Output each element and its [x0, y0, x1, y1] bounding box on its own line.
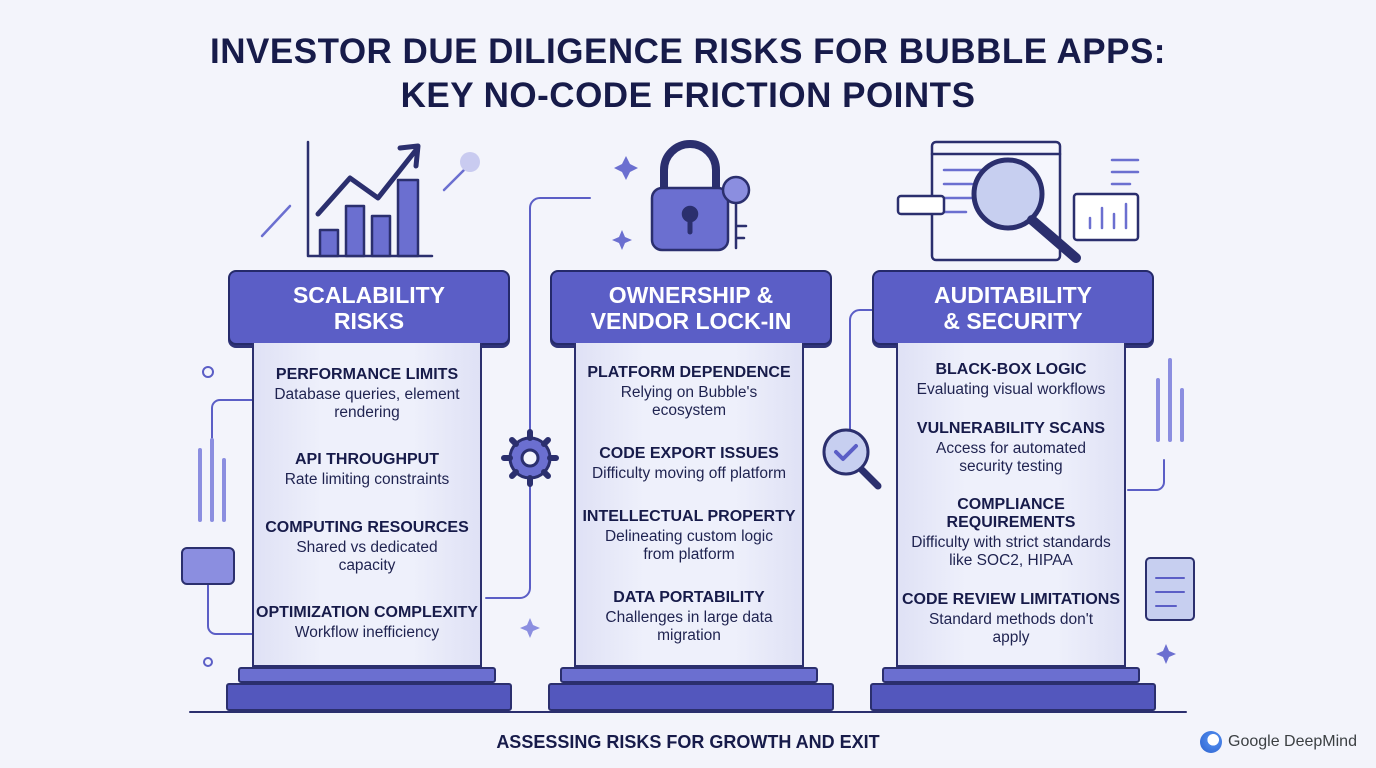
risk-description: Difficulty moving off platform	[591, 464, 787, 482]
risk-description: Workflow inefficiency	[294, 624, 440, 642]
heading-line: & SECURITY	[943, 307, 1083, 334]
risk-description: Evaluating visual workflows	[916, 381, 1106, 399]
risk-item: BLACK-BOX LOGIC Evaluating visual workflo…	[898, 361, 1124, 399]
gear-icon	[501, 429, 559, 487]
pillar-heading: AUDITABILITY & SECURITY	[872, 270, 1154, 345]
risk-description: Standard methods don't apply	[928, 610, 1094, 646]
pillar-plinth	[226, 683, 512, 711]
risk-item: API THROUGHPUT Rate limiting constraints	[254, 451, 480, 489]
risk-title: COMPLIANCE REQUIREMENTS	[946, 496, 1076, 532]
risk-item: INTELLECTUAL PROPERTY Delineating custom …	[576, 508, 802, 564]
risk-description: Database queries, element rendering	[274, 385, 460, 421]
brand-logo	[1200, 731, 1222, 753]
pillar: SCALABILITY RISKS PERFORMANCE LIMITS Databa…	[226, 270, 512, 712]
risk-title: BLACK-BOX LOGIC	[935, 361, 1087, 379]
risk-title: COMPUTING RESOURCES	[265, 518, 469, 536]
risk-description: Relying on Bubble's ecosystem	[620, 383, 758, 419]
risk-item: VULNERABILITY SCANS Access for automated …	[898, 420, 1124, 476]
risk-description: Access for automated security testing	[936, 439, 1086, 475]
risk-item: DATA PORTABILITY Challenges in large data…	[576, 589, 802, 645]
risk-item: PLATFORM DEPENDENCE Relying on Bubble's e…	[576, 364, 802, 420]
pillar-heading: OWNERSHIP & VENDOR LOCK-IN	[550, 270, 832, 345]
risk-description: Delineating custom logic from platform	[604, 527, 773, 563]
heading-line: RISKS	[333, 307, 405, 334]
pillar: OWNERSHIP & VENDOR LOCK-IN PLATFORM DEPEND…	[548, 270, 834, 712]
risk-item: PERFORMANCE LIMITS Database queries, elem…	[254, 366, 480, 422]
risk-item: COMPUTING RESOURCES Shared vs dedicated c…	[254, 519, 480, 575]
title: INVESTOR DUE DILIGENCE RISKS FOR BUBBLE …	[0, 30, 1376, 118]
pillar: AUDITABILITY & SECURITY BLACK-BOX LOGIC Eva…	[870, 270, 1156, 712]
risk-description: Difficulty with strict standards like SO…	[911, 534, 1111, 570]
risk-item: CODE REVIEW LIMITATIONS Standard methods …	[898, 591, 1124, 647]
check-magnifier-icon	[822, 428, 882, 490]
risk-item: OPTIMIZATION COMPLEXITY Workflow ineffici…	[254, 604, 480, 642]
pillar-base	[882, 667, 1140, 683]
risk-title: CODE REVIEW LIMITATIONS	[901, 590, 1121, 608]
pillar-plinth	[870, 683, 1156, 711]
audit-icon	[896, 140, 1140, 263]
heading-line: VENDOR LOCK-IN	[590, 307, 792, 334]
pillar-base	[238, 667, 496, 683]
pillar-body: BLACK-BOX LOGIC Evaluating visual workflo…	[896, 343, 1126, 667]
risk-title: OPTIMIZATION COMPLEXITY	[256, 604, 478, 622]
heading-line: AUDITABILITY	[933, 281, 1092, 308]
risk-description: Rate limiting constraints	[284, 471, 450, 489]
risk-description: Shared vs dedicated capacity	[296, 538, 438, 574]
risk-item: COMPLIANCE REQUIREMENTS Difficulty with s…	[898, 496, 1124, 570]
growth-chart-icon	[260, 140, 480, 258]
title-line: INVESTOR DUE DILIGENCE RISKS FOR BUBBLE …	[210, 32, 1166, 71]
risk-title: PERFORMANCE LIMITS	[275, 365, 459, 383]
brand-name: Google DeepMind	[1228, 733, 1357, 750]
pillar-plinth	[548, 683, 834, 711]
footer-caption: ASSESSING RISKS FOR GROWTH AND EXIT	[496, 732, 880, 752]
connectors	[181, 197, 1195, 667]
risk-title: VULNERABILITY SCANS	[916, 419, 1106, 437]
risk-title: PLATFORM DEPENDENCE	[587, 363, 791, 381]
heading-line: OWNERSHIP &	[608, 281, 774, 308]
pillar-body: PLATFORM DEPENDENCE Relying on Bubble's e…	[574, 343, 804, 667]
risk-title: API THROUGHPUT	[295, 451, 439, 469]
lock-icon	[612, 140, 751, 252]
risk-title: DATA PORTABILITY	[613, 588, 765, 606]
risk-description: Challenges in large data migration	[605, 608, 773, 644]
risk-title: CODE EXPORT ISSUES	[599, 444, 779, 462]
heading-line: SCALABILITY	[292, 281, 446, 308]
pillar-heading: SCALABILITY RISKS	[228, 270, 510, 345]
pillar-base	[560, 667, 818, 683]
pillar-body: PERFORMANCE LIMITS Database queries, elem…	[252, 343, 482, 667]
risk-item: CODE EXPORT ISSUES Difficulty moving off …	[576, 445, 802, 483]
title-line: KEY NO-CODE FRICTION POINTS	[400, 76, 976, 115]
risk-title: INTELLECTUAL PROPERTY	[582, 507, 796, 525]
